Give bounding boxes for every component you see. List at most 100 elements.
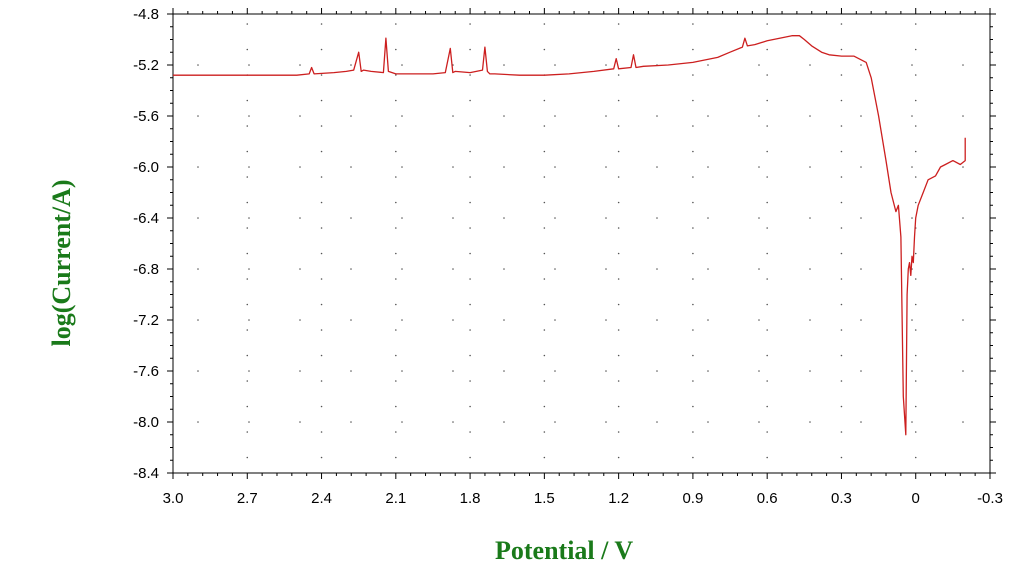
- grid-dot: [707, 370, 709, 372]
- grid-dot: [248, 268, 250, 270]
- grid-dot: [840, 456, 843, 459]
- grid-dot: [469, 252, 471, 255]
- grid-dot: [840, 303, 843, 306]
- grid-dot: [320, 252, 323, 255]
- grid-dot: [395, 405, 397, 408]
- grid-dot: [395, 23, 397, 25]
- grid-dot: [617, 252, 620, 255]
- grid-dot: [617, 329, 620, 331]
- x-tick-label: 1.2: [608, 490, 629, 507]
- grid-dot: [299, 115, 301, 117]
- grid-dot: [246, 405, 249, 408]
- x-tick-label: 1.8: [460, 490, 481, 507]
- grid-dot: [543, 48, 546, 51]
- grid-dot: [692, 354, 694, 357]
- grid-dot: [197, 319, 199, 321]
- grid-dot: [197, 370, 199, 372]
- grid-dot: [401, 370, 403, 372]
- grid-dot: [248, 64, 250, 66]
- grid-dot: [758, 319, 760, 321]
- grid-dot: [246, 150, 249, 153]
- grid-dot: [197, 64, 199, 66]
- grid-dot: [707, 319, 709, 321]
- grid-dot: [617, 176, 620, 178]
- grid-dot: [617, 125, 620, 127]
- x-tick-label: 1.5: [534, 490, 555, 507]
- grid-dot: [617, 431, 620, 433]
- grid-dot: [248, 421, 250, 423]
- grid-dot: [246, 201, 249, 204]
- y-tick-label: -6.4: [133, 210, 159, 227]
- grid-dot: [605, 166, 607, 168]
- grid-dot: [395, 48, 397, 51]
- grid-dot: [401, 115, 403, 117]
- grid-dot: [554, 268, 556, 270]
- grid-dot: [246, 354, 249, 357]
- grid-dot: [197, 217, 199, 219]
- grid-dot: [320, 278, 323, 280]
- grid-dot: [248, 217, 250, 219]
- grid-dot: [766, 431, 768, 433]
- grid-dot: [617, 227, 620, 229]
- grid-dot: [707, 217, 709, 219]
- grid-dot: [840, 74, 843, 76]
- grid-dot: [469, 278, 471, 280]
- grid-dot: [395, 99, 397, 102]
- grid-dot: [914, 303, 917, 306]
- grid-dot: [543, 405, 546, 408]
- grid-dot: [543, 150, 546, 153]
- grid-dot: [554, 319, 556, 321]
- grid-dot: [395, 201, 397, 204]
- y-axis-title: log(Current/A): [47, 179, 76, 347]
- grid-dot: [617, 99, 620, 102]
- grid-dot: [758, 370, 760, 372]
- grid-dot: [248, 115, 250, 117]
- grid-dot: [320, 329, 323, 331]
- grid-dot: [617, 405, 620, 408]
- grid-dot: [320, 48, 323, 51]
- grid-dot: [707, 421, 709, 423]
- grid-dot: [246, 125, 249, 127]
- grid-dot: [469, 48, 471, 51]
- grid-dot: [299, 166, 301, 168]
- grid-dot: [617, 150, 620, 153]
- grid-dot: [554, 217, 556, 219]
- grid-dot: [914, 201, 917, 204]
- grid-dot: [299, 370, 301, 372]
- grid-dot: [395, 329, 397, 331]
- grid-dot: [911, 217, 913, 219]
- grid-dot: [401, 166, 403, 168]
- x-tick-label: 0.3: [831, 490, 852, 507]
- grid-dot: [840, 23, 843, 25]
- grid-dot: [914, 252, 917, 255]
- grid-dot: [554, 421, 556, 423]
- grid-dot: [469, 227, 471, 229]
- grid-dot: [350, 64, 352, 66]
- grid-dot: [860, 319, 862, 321]
- grid-dot: [395, 456, 397, 459]
- grid-dot: [469, 150, 471, 153]
- grid-dot: [543, 227, 546, 229]
- grid-dot: [914, 456, 917, 459]
- grid-dot: [503, 64, 505, 66]
- grid-dot: [248, 319, 250, 321]
- grid-dot: [758, 115, 760, 117]
- grid-dot: [617, 74, 620, 76]
- grid-dot: [617, 354, 620, 357]
- grid-dot: [656, 217, 658, 219]
- grid-dot: [766, 176, 768, 178]
- grid-dot: [962, 268, 964, 270]
- grid-dot: [692, 99, 694, 102]
- grid-dot: [320, 431, 323, 433]
- grid-dot: [692, 150, 694, 153]
- grid-dot: [707, 64, 709, 66]
- grid-dot: [320, 150, 323, 153]
- grid-dot: [197, 166, 199, 168]
- grid-dot: [320, 354, 323, 357]
- grid-dot: [914, 125, 917, 127]
- grid-dot: [692, 227, 694, 229]
- grid-dot: [554, 370, 556, 372]
- grid-dot: [605, 268, 607, 270]
- grid-dot: [692, 329, 694, 331]
- grid-dot: [617, 456, 620, 459]
